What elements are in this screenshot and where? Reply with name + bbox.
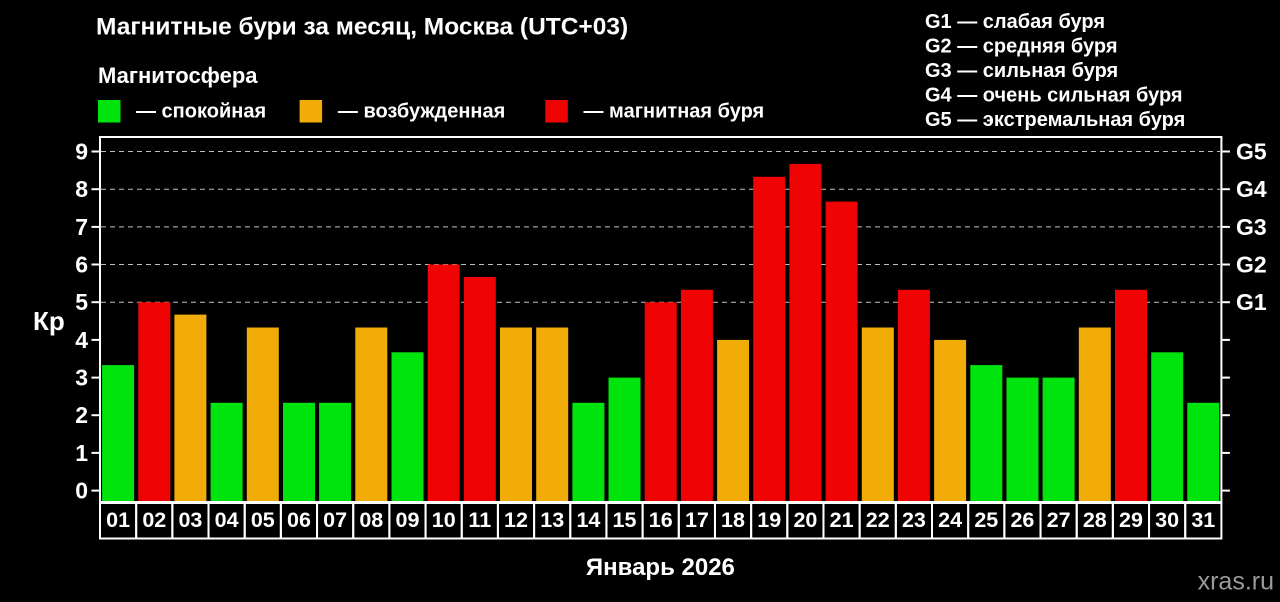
svg-text:G4: G4	[1236, 176, 1267, 202]
svg-text:G3 — сильная буря: G3 — сильная буря	[925, 60, 1118, 82]
svg-text:8: 8	[75, 176, 88, 202]
svg-text:01: 01	[106, 508, 130, 532]
svg-text:Магнитные бури за месяц, Москв: Магнитные бури за месяц, Москва (UTC+03)	[96, 14, 628, 41]
svg-text:G1: G1	[1236, 289, 1267, 315]
svg-text:G5: G5	[1236, 139, 1267, 165]
svg-text:G2: G2	[1236, 252, 1267, 278]
svg-text:G5 — экстремальная буря: G5 — экстремальная буря	[925, 109, 1185, 131]
svg-text:23: 23	[902, 508, 926, 532]
svg-text:5: 5	[75, 289, 88, 315]
svg-text:1: 1	[75, 440, 88, 466]
svg-text:G4 — очень сильная буря: G4 — очень сильная буря	[925, 85, 1183, 107]
svg-text:4: 4	[75, 327, 88, 353]
svg-text:26: 26	[1010, 508, 1034, 532]
svg-text:Январь 2026: Январь 2026	[586, 554, 735, 581]
svg-text:G3: G3	[1236, 214, 1267, 240]
svg-text:18: 18	[721, 508, 745, 532]
svg-text:03: 03	[178, 508, 202, 532]
svg-text:28: 28	[1083, 508, 1107, 532]
svg-text:Магнитосфера: Магнитосфера	[98, 63, 258, 88]
svg-text:G2 — средняя буря: G2 — средняя буря	[925, 36, 1118, 58]
svg-text:0: 0	[75, 478, 88, 504]
svg-text:19: 19	[757, 508, 781, 532]
svg-text:07: 07	[323, 508, 347, 532]
svg-text:31: 31	[1191, 508, 1215, 532]
svg-text:— магнитная буря: — магнитная буря	[584, 101, 765, 123]
svg-text:11: 11	[468, 508, 491, 532]
svg-text:Кр: Кр	[33, 306, 65, 336]
svg-text:G1 — слабая буря: G1 — слабая буря	[925, 11, 1105, 33]
svg-text:02: 02	[142, 508, 166, 532]
svg-text:06: 06	[287, 508, 311, 532]
svg-text:30: 30	[1155, 508, 1179, 532]
svg-text:05: 05	[251, 508, 275, 532]
svg-text:17: 17	[685, 508, 709, 532]
svg-text:6: 6	[75, 252, 88, 278]
svg-text:29: 29	[1119, 508, 1143, 532]
svg-text:12: 12	[504, 508, 528, 532]
svg-text:24: 24	[938, 508, 962, 532]
svg-text:— возбужденная: — возбужденная	[338, 101, 505, 123]
svg-text:3: 3	[75, 365, 88, 391]
svg-text:14: 14	[576, 508, 600, 532]
svg-text:7: 7	[75, 214, 88, 240]
svg-text:22: 22	[866, 508, 890, 532]
svg-text:— спокойная: — спокойная	[136, 101, 266, 123]
svg-text:13: 13	[540, 508, 564, 532]
svg-text:09: 09	[396, 508, 420, 532]
svg-text:04: 04	[215, 508, 239, 532]
svg-text:08: 08	[359, 508, 383, 532]
svg-text:10: 10	[432, 508, 456, 532]
svg-text:27: 27	[1047, 508, 1071, 532]
svg-text:16: 16	[649, 508, 673, 532]
svg-text:25: 25	[974, 508, 998, 532]
svg-text:15: 15	[613, 508, 637, 532]
svg-text:xras.ru: xras.ru	[1198, 568, 1274, 596]
svg-text:2: 2	[75, 402, 88, 428]
svg-text:21: 21	[830, 508, 854, 532]
svg-text:20: 20	[793, 508, 817, 532]
svg-text:9: 9	[75, 139, 88, 165]
